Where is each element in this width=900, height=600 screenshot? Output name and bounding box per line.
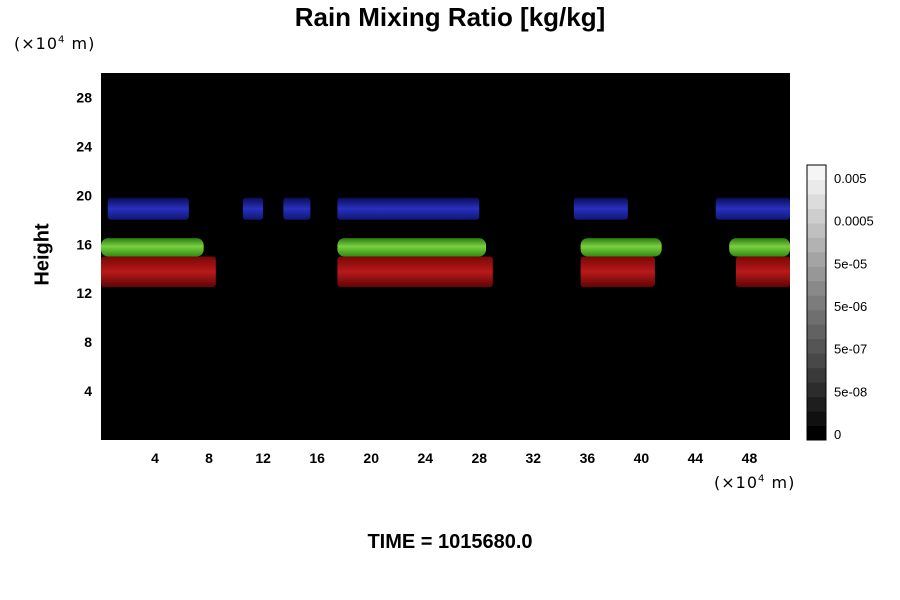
time-label: TIME = 1015680.0	[367, 531, 533, 553]
colorbar-swatch	[807, 353, 826, 369]
x-tick-label: 36	[580, 450, 596, 466]
y-tick-label: 20	[76, 187, 92, 203]
chart-title: Rain Mixing Ratio [kg/kg]	[294, 2, 606, 32]
green-band-segment	[729, 238, 790, 257]
x-tick-label: 4	[151, 450, 159, 466]
blue-band-segment	[573, 197, 628, 220]
colorbar-frame	[806, 164, 827, 441]
colorbar-swatch	[807, 295, 826, 311]
x-unit-suffix: m)	[765, 473, 796, 492]
colorbar-tick-label: 5e-08	[834, 384, 867, 399]
y-tick-label: 4	[84, 383, 92, 399]
colorbar-swatch	[807, 237, 826, 253]
y-tick-label: 24	[76, 138, 92, 154]
colorbar-swatch	[807, 382, 826, 398]
y-tick-label: 8	[84, 334, 92, 350]
x-unit-prefix: (×10	[714, 473, 759, 492]
y-axis-unit: (×104 m)	[14, 34, 95, 53]
colorbar-swatch	[807, 251, 826, 267]
colorbar-swatch	[807, 338, 826, 354]
x-tick-label: 12	[255, 450, 271, 466]
y-tick-label: 16	[76, 236, 92, 252]
red-band-segment	[337, 256, 493, 288]
y-tick-label: 12	[76, 285, 92, 301]
x-tick-label: 28	[471, 450, 487, 466]
colorbar-tick-label: 5e-06	[834, 299, 867, 314]
y-unit-exponent: 4	[58, 34, 66, 46]
blue-band-segment	[242, 197, 264, 220]
colorbar-swatch	[807, 396, 826, 412]
y-tick-label: 28	[76, 89, 92, 105]
colorbar-tick-label: 0.005	[834, 171, 867, 186]
x-tick-label: 16	[309, 450, 325, 466]
colorbar-swatch	[807, 280, 826, 296]
x-tick-label: 24	[417, 450, 433, 466]
x-tick-label: 44	[688, 450, 704, 466]
x-tick-label: 20	[363, 450, 379, 466]
x-axis-unit: (×104 m)	[714, 473, 795, 492]
blue-band-segment	[283, 197, 311, 220]
colorbar-swatch	[807, 179, 826, 195]
colorbar-swatch	[807, 411, 826, 427]
green-band-segment	[337, 238, 487, 257]
colorbar-tick-label: 0	[834, 427, 841, 442]
blue-band-segment	[107, 197, 189, 220]
colorbar-swatch	[807, 367, 826, 383]
colorbar-swatch	[807, 165, 826, 180]
blue-band-segment	[337, 197, 480, 220]
colorbar-swatch	[807, 222, 826, 238]
red-band-segment	[580, 256, 655, 288]
y-unit-suffix: m)	[65, 34, 96, 53]
green-band-segment	[580, 238, 662, 257]
colorbar-swatch	[807, 425, 826, 441]
x-tick-label: 48	[742, 450, 758, 466]
red-band-segment	[101, 256, 216, 288]
colorbar-tick-label: 5e-05	[834, 256, 867, 271]
x-tick-label: 32	[526, 450, 542, 466]
colorbar-tick-label: 0.0005	[834, 214, 874, 229]
y-unit-prefix: (×10	[14, 34, 59, 53]
colorbar-swatch	[807, 324, 826, 340]
x-tick-label: 40	[634, 450, 650, 466]
red-band-segment	[735, 256, 790, 288]
colorbar-swatch	[807, 208, 826, 224]
x-unit-exponent: 4	[758, 473, 766, 485]
colorbar-swatch	[807, 309, 826, 325]
green-band-segment	[101, 238, 204, 257]
colorbar-tick-label: 5e-07	[834, 342, 867, 357]
x-tick-label: 8	[205, 450, 213, 466]
colorbar-swatch	[807, 193, 826, 209]
colorbar-swatch	[807, 266, 826, 282]
blue-band-segment	[715, 197, 790, 220]
